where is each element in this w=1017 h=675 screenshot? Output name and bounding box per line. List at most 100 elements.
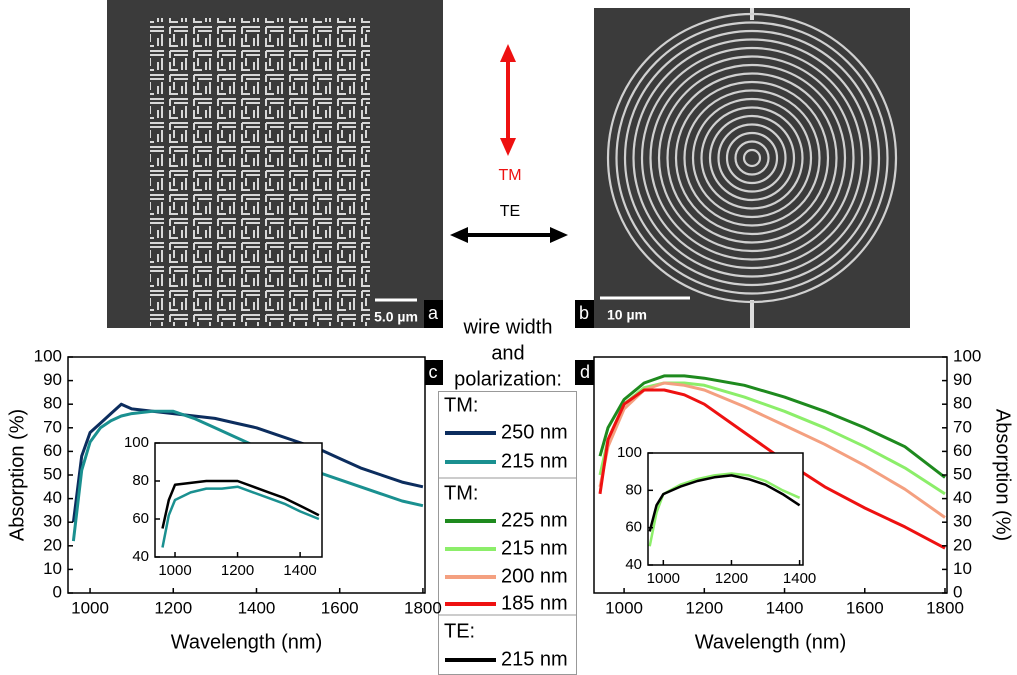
y-tick-label: 50	[43, 464, 62, 483]
plot-frame	[154, 442, 323, 558]
te-label: TE	[500, 203, 520, 220]
y-tick-label: 20	[43, 535, 62, 554]
legend-label: 200 nm	[501, 565, 568, 587]
y-axis-label: Absorption (%)	[992, 409, 1014, 541]
series-line	[71, 402, 424, 523]
legend-label: 215 nm	[501, 450, 568, 472]
legend-group: TM:	[444, 394, 478, 416]
maze-pattern	[150, 18, 370, 326]
series-line	[648, 472, 801, 547]
legend-label: 215 nm	[501, 648, 568, 670]
spiral-ring	[657, 63, 847, 253]
spiral-ring	[606, 12, 898, 304]
spiral-ring	[691, 97, 813, 219]
panel-label: c	[429, 362, 438, 382]
legend-label: 250 nm	[501, 421, 568, 443]
x-tick-label: 1200	[154, 599, 192, 618]
series-line	[598, 374, 946, 479]
x-tick-label: 1400	[783, 570, 816, 587]
legend-title: polarization:	[454, 368, 562, 390]
arrow-head	[500, 138, 516, 156]
series-line	[161, 479, 320, 529]
y-tick-label: 70	[953, 417, 972, 436]
spiral-ring	[640, 46, 864, 270]
panel-box	[423, 360, 443, 385]
x-tick-label: 1800	[404, 599, 442, 618]
x-tick-label: 1200	[685, 599, 723, 618]
series-line	[648, 474, 801, 532]
spiral	[606, 12, 898, 304]
y-tick-label: 100	[34, 346, 62, 365]
panel-label: b	[579, 303, 589, 323]
panel-label: d	[580, 362, 590, 382]
x-tick-label: 1400	[766, 599, 804, 618]
spiral-ring	[717, 123, 787, 193]
y-tick-label: 80	[132, 472, 149, 489]
y-tick-label: 90	[43, 370, 62, 389]
scale-label: 10 µm	[607, 307, 647, 323]
y-tick-label: 100	[124, 434, 149, 451]
x-tick-label: 1000	[605, 599, 643, 618]
spiral-ring	[725, 131, 779, 185]
legend-title: wire width	[463, 316, 553, 338]
y-tick-label: 60	[953, 441, 972, 460]
tm-label: TM	[498, 167, 521, 184]
spiral-ring	[649, 55, 855, 261]
arrow-head	[450, 227, 468, 243]
spiral-ring	[632, 38, 872, 278]
y-tick-label: 30	[43, 512, 62, 531]
plot-area	[648, 453, 803, 565]
y-tick-label: 70	[43, 417, 62, 436]
spiral-ring	[734, 140, 770, 176]
scale-label: 5.0 µm	[374, 309, 418, 325]
y-tick-label: 60	[625, 519, 642, 536]
x-tick-label: 1000	[71, 599, 109, 618]
x-tick-label: 1400	[283, 562, 316, 579]
x-tick-label: 1400	[238, 599, 276, 618]
panel-box	[575, 300, 594, 328]
legend-label: 215 nm	[501, 537, 568, 559]
y-tick-label: 80	[625, 481, 642, 498]
panel-label: a	[428, 303, 439, 323]
x-tick-label: 1800	[926, 599, 964, 618]
y-tick-label: 10	[953, 559, 972, 578]
y-tick-label: 60	[132, 510, 149, 527]
arrow-head	[500, 44, 516, 62]
y-tick-label: 90	[953, 370, 972, 389]
y-tick-label: 40	[132, 548, 149, 565]
y-tick-label: 100	[617, 444, 642, 461]
x-tick-label: 1000	[647, 570, 680, 587]
x-axis-label: Wavelength (nm)	[171, 631, 323, 653]
spiral-ring	[666, 72, 838, 244]
y-tick-label: 60	[43, 441, 62, 460]
legend-title: and	[491, 342, 524, 364]
panel-box	[575, 360, 595, 385]
spiral-ring	[708, 114, 796, 202]
y-tick-label: 0	[953, 582, 962, 601]
y-tick-label: 80	[953, 394, 972, 413]
spiral-ring	[615, 21, 889, 295]
y-tick-label: 40	[625, 556, 642, 573]
x-tick-label: 1600	[321, 599, 359, 618]
y-tick-label: 80	[43, 394, 62, 413]
panel-box	[424, 300, 443, 328]
spiral-ring	[700, 106, 804, 210]
y-tick-label: 10	[43, 559, 62, 578]
series-line	[598, 381, 946, 519]
legend-group: TM:	[444, 482, 478, 504]
y-tick-label: 30	[953, 512, 972, 531]
series-line	[598, 388, 946, 550]
x-tick-label: 1000	[158, 562, 191, 579]
y-tick-label: 20	[953, 535, 972, 554]
x-tick-label: 1200	[715, 570, 748, 587]
spiral-ring	[683, 89, 821, 227]
spiral-ring	[674, 80, 830, 236]
y-axis-label: Absorption (%)	[6, 409, 28, 541]
y-tick-label: 100	[953, 346, 981, 365]
legend-label: 225 nm	[501, 509, 568, 531]
plot-frame	[647, 452, 804, 566]
y-tick-label: 40	[953, 488, 972, 507]
y-tick-label: 50	[953, 464, 972, 483]
plot-area	[155, 443, 322, 557]
